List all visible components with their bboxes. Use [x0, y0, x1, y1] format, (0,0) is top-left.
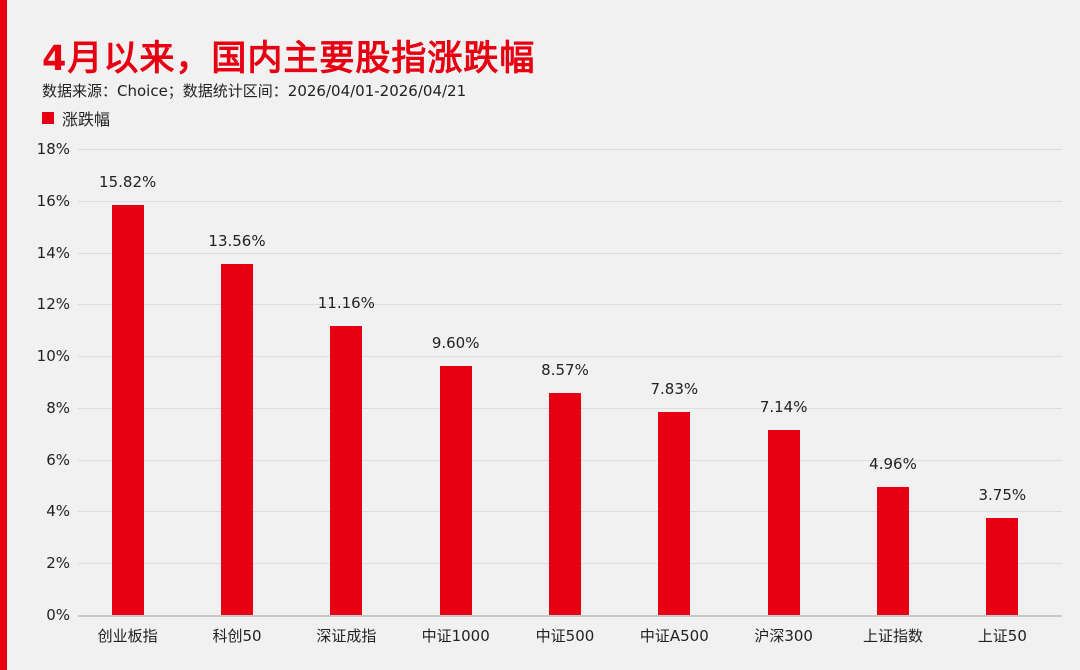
left-accent-stripe [0, 0, 7, 670]
x-tick-label: 中证1000 [421, 627, 490, 645]
bar-value-label: 9.60% [431, 334, 480, 353]
y-tick-label: 4% [46, 502, 70, 521]
bar-value-label: 7.83% [650, 380, 699, 399]
bar-value-label: 3.75% [978, 485, 1027, 504]
y-tick-label: 10% [36, 347, 70, 366]
y-tick-label: 12% [36, 295, 70, 314]
bar-value-label: 8.57% [541, 361, 589, 380]
bar [439, 366, 472, 615]
x-tick-label: 上证指数 [862, 627, 924, 645]
y-tick-label: 6% [46, 450, 70, 469]
bar [877, 486, 909, 615]
bar-value-label: 7.14% [759, 398, 808, 417]
y-tick-label: 2% [46, 554, 70, 573]
chart-subtitle: 数据来源：Choice；数据统计区间：2026/04/01-2026/04/21 [42, 82, 467, 100]
chart-title: 4月以来，国内主要股指涨跌幅 [42, 39, 536, 79]
legend-label: 涨跌幅 [62, 110, 111, 129]
bar-value-label: 13.56% [208, 231, 266, 250]
gridline [78, 149, 1062, 150]
x-tick-label: 中证A500 [639, 627, 709, 645]
x-axis-line [78, 615, 1062, 617]
gridline [78, 304, 1062, 306]
bar [658, 412, 691, 615]
bar [221, 263, 253, 615]
x-tick-label: 创业板指 [97, 627, 158, 645]
bar [986, 517, 1019, 615]
x-tick-label: 科创50 [212, 627, 262, 645]
y-tick-label: 8% [46, 398, 70, 417]
y-tick-label: 0% [46, 606, 70, 624]
bar [549, 393, 581, 615]
x-tick-label: 深证成指 [316, 627, 377, 645]
bar [111, 205, 144, 615]
legend-swatch-icon [42, 112, 54, 124]
plot-area: 0% 2% 4% 6% 8% 10% 12% 14% 16% 18% 15.82% 创业板指 13.56… [37, 140, 1062, 645]
gridline [78, 356, 1062, 358]
y-tick-label: 14% [36, 243, 70, 262]
bar-value-label: 4.96% [869, 454, 917, 473]
x-tick-label: 沪深300 [754, 627, 813, 645]
y-tick-label: 16% [36, 191, 70, 210]
y-tick-label: 18% [36, 140, 70, 158]
bar-value-label: 15.82% [99, 173, 157, 192]
x-tick-label: 上证50 [977, 627, 1027, 645]
x-tick-label: 中证500 [535, 627, 595, 645]
gridline [78, 252, 1062, 254]
legend: 涨跌幅 [42, 106, 110, 130]
bar [767, 430, 800, 615]
gridline [78, 200, 1062, 202]
bar [330, 326, 363, 615]
bar-value-label: 11.16% [317, 294, 375, 313]
